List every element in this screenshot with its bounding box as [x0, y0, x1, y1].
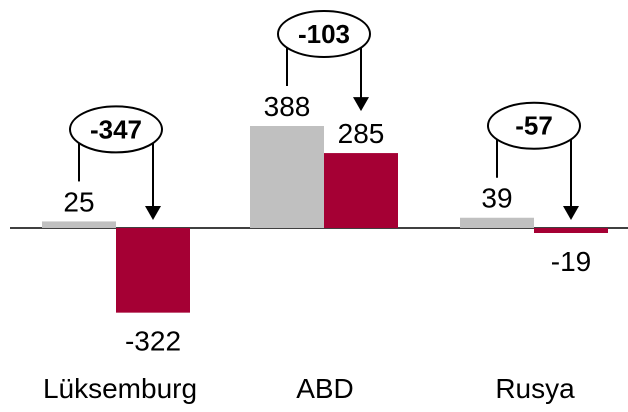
bar-abd-series-1 [250, 126, 324, 228]
bar-rusya-series-2 [534, 228, 608, 233]
delta-callouts-group: -347 -103 -57 [69, 10, 581, 220]
bar-abd-series-2 [324, 153, 398, 228]
category-labels-group: Lüksemburg ABD Rusya [43, 373, 575, 404]
delta-label-rusya: -57 [515, 111, 553, 141]
value-label-abd-series-2: 285 [338, 118, 385, 149]
value-labels-group: 25 -322 388 285 39 -19 [63, 91, 591, 357]
value-label-rusya-series-2: -19 [551, 246, 591, 277]
value-label-luksemburg-series-1: 25 [63, 186, 94, 217]
bars-group [42, 126, 608, 313]
callout-arrowhead-luksemburg [145, 206, 161, 220]
callout-arrowhead-rusya [563, 206, 579, 220]
value-label-abd-series-1: 388 [264, 91, 311, 122]
delta-ellipse-luksemburg [69, 105, 163, 154]
category-label-luksemburg: Lüksemburg [43, 373, 197, 404]
delta-label-abd: -103 [298, 19, 350, 49]
category-label-rusya: Rusya [495, 373, 575, 404]
delta-ellipse-rusya [487, 101, 581, 150]
value-label-rusya-series-1: 39 [481, 183, 512, 214]
callout-arrowhead-abd [353, 97, 369, 112]
delta-label-luksemburg: -347 [90, 114, 142, 144]
bar-luksemburg-series-2 [116, 228, 190, 313]
category-label-abd: ABD [296, 373, 354, 404]
bar-luksemburg-series-1 [42, 221, 116, 228]
delta-ellipse-abd [277, 10, 371, 58]
bar-rusya-series-1 [460, 217, 534, 228]
value-label-luksemburg-series-2: -322 [125, 326, 181, 357]
